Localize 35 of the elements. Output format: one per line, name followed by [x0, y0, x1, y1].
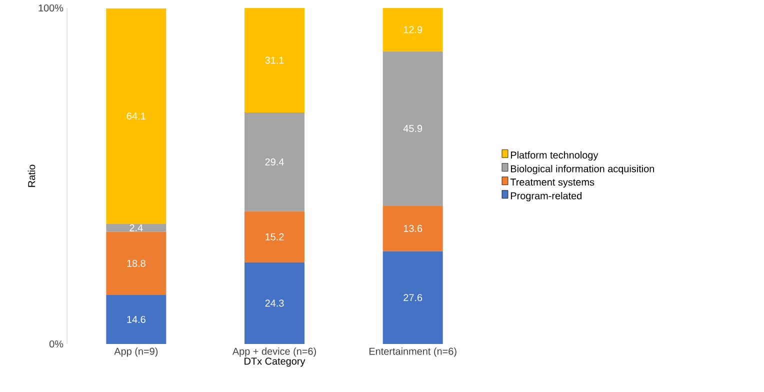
bar: [244, 211, 305, 262]
legend-label: Program-related: [510, 192, 582, 202]
data-label: 31.1: [265, 56, 284, 64]
x-tick-label: App + device (n=6): [232, 348, 316, 357]
data-label: 15.2: [266, 233, 284, 240]
bar: [382, 51, 443, 206]
legend-label: Treatment systems: [510, 178, 594, 188]
legend-label: Platform technology: [510, 151, 598, 161]
data-label: 2.4: [130, 224, 143, 232]
bar: [382, 206, 443, 252]
data-label: 14.6: [127, 316, 146, 323]
bar: [106, 224, 166, 232]
y-axis-title: Ratio: [28, 164, 36, 187]
data-label: 45.9: [403, 124, 422, 132]
x-axis-title: DTx Category: [244, 358, 306, 367]
x-tick-label: App (n=9): [114, 348, 158, 357]
bar: [244, 8, 305, 112]
data-label: 13.6: [404, 224, 422, 232]
y-tick-label: 0%: [49, 340, 64, 348]
data-label: 18.8: [127, 260, 146, 267]
bar: [382, 251, 443, 344]
data-label: 29.4: [265, 158, 284, 166]
data-label: 64.1: [126, 112, 146, 120]
bar: [382, 8, 443, 52]
data-label: 12.9: [404, 26, 422, 34]
bar: [106, 294, 166, 344]
legend-label: Biological information acquisition: [510, 164, 654, 174]
bar: [244, 112, 305, 212]
bar: [244, 262, 305, 344]
x-tick-label: Entertainment (n=6): [369, 348, 456, 357]
data-label: 27.6: [404, 294, 422, 302]
bar: [106, 232, 166, 295]
y-tick-label: 100%: [38, 4, 64, 12]
data-label: 24.3: [265, 300, 284, 307]
bar: [106, 8, 166, 224]
